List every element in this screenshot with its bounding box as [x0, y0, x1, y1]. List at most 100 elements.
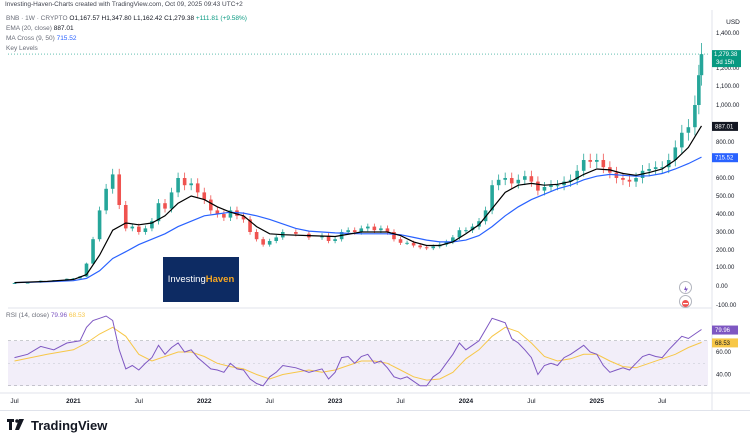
rsi-ma-value: 68.53 — [68, 312, 86, 319]
time-tick: Jul — [396, 398, 405, 405]
change-value: +111.81 (+9.58%) — [195, 15, 247, 22]
ohlc-legend: BNB · 1W · CRYPTO O1,167.57 H1,347.80 L1… — [6, 14, 247, 23]
candle-body — [366, 226, 370, 229]
candle-body — [137, 226, 141, 232]
time-tick: 2022 — [197, 398, 212, 405]
price-tick: 200.00 — [716, 248, 735, 254]
ema-value: 887.01 — [53, 25, 74, 32]
candle-body — [150, 221, 154, 229]
rsi-legend[interactable]: RSI (14, close) 79.96 68.53 — [6, 311, 85, 320]
investinghaven-logo: InvestingHaven — [163, 257, 239, 302]
flag-icon[interactable] — [679, 295, 692, 308]
candle-body — [529, 176, 534, 182]
time-tick: 2021 — [66, 398, 81, 405]
rsi-ma-value-text: 68.53 — [715, 341, 731, 347]
candle-body — [496, 179, 501, 186]
rsi-ma-value-tag — [712, 338, 738, 348]
candle-body — [680, 132, 684, 148]
candle-body — [457, 230, 462, 238]
rsi-value-tag — [712, 325, 738, 335]
price-chart[interactable]: USD -100.00 0.00 100.00 200.00 300.00 400.00 50… — [0, 0, 750, 410]
ema-label: EMA (20, close) — [6, 25, 52, 32]
open-value: O1,167.57 — [69, 15, 100, 22]
candle-body — [333, 239, 337, 241]
candle-body — [697, 75, 701, 105]
candle-body — [359, 228, 364, 232]
candle-body — [156, 203, 161, 222]
ema-price-tag — [712, 121, 738, 131]
price-tick: 600.00 — [716, 176, 735, 182]
ema-line — [14, 125, 703, 284]
candle-body — [464, 230, 468, 232]
ma-legend[interactable]: MA Cross (9, 50) 715.52 — [6, 34, 76, 43]
tradingview-wordmark: TradingView — [31, 418, 108, 433]
candle-body — [392, 232, 396, 240]
last-price-tag — [712, 50, 741, 68]
candle-body — [490, 185, 494, 211]
ma-value: 715.52 — [56, 35, 77, 42]
price-tick: 1,200.00 — [716, 66, 740, 72]
rsi-tick: 60.00 — [716, 350, 732, 356]
candle-body — [503, 178, 507, 180]
candle-body — [241, 215, 246, 220]
candle-body — [647, 169, 651, 171]
price-tick: 1,000.00 — [716, 103, 740, 109]
candle-body — [699, 54, 704, 76]
candle-body — [405, 242, 409, 244]
candle-body — [686, 127, 691, 133]
investinghaven-word-2: Haven — [205, 274, 235, 285]
candle-body — [379, 228, 383, 231]
currency-label: USD — [726, 19, 740, 26]
candle-body — [516, 179, 521, 184]
symbol-label: BNB · 1W · CRYPTO — [6, 15, 68, 22]
candle-body — [653, 167, 658, 169]
price-tick: 1,100.00 — [716, 84, 740, 90]
price-tick: 0.00 — [716, 284, 728, 290]
time-tick: Jul — [10, 398, 19, 405]
candle-body — [523, 176, 527, 180]
candle-body — [549, 185, 553, 187]
candle-body — [666, 160, 671, 168]
candle-body — [424, 247, 429, 249]
candle-body — [97, 210, 102, 240]
alert-icon[interactable] — [679, 281, 692, 294]
close-value: C1,279.38 — [164, 15, 195, 22]
candle-body — [673, 147, 678, 160]
candle-body — [202, 192, 207, 200]
key-levels-label: Key Levels — [6, 45, 38, 52]
time-tick: 2024 — [459, 398, 474, 405]
candle-body — [627, 179, 632, 182]
time-tick: 2025 — [590, 398, 605, 405]
candle-body — [352, 230, 357, 232]
ema-legend[interactable]: EMA (20, close) 887.01 — [6, 24, 74, 33]
candle-body — [372, 226, 377, 231]
price-tick: -100.00 — [716, 303, 737, 309]
price-tick: 300.00 — [716, 230, 735, 236]
candle-body — [91, 239, 95, 264]
candle-body — [104, 188, 108, 211]
candle-body — [588, 160, 593, 162]
key-levels-legend[interactable]: Key Levels — [6, 44, 38, 53]
candle-body — [84, 263, 89, 277]
candle-body — [634, 178, 638, 182]
candle-body — [431, 246, 436, 249]
candle-body — [12, 282, 17, 284]
chart-caption: Investing-Haven-Charts created with Trad… — [5, 1, 243, 8]
investinghaven-wordmark: InvestingHaven — [163, 274, 239, 285]
time-tick: Jul — [266, 398, 275, 405]
low-value: L1,162.42 — [133, 15, 163, 22]
tradingview-logo[interactable]: TradingView — [7, 418, 107, 433]
rsi-tick: 40.00 — [716, 373, 732, 379]
time-tick: 2023 — [328, 398, 343, 405]
price-tick: 100.00 — [716, 265, 735, 271]
candle-body — [693, 105, 697, 128]
candle-body — [222, 214, 226, 218]
candle-body — [294, 232, 298, 234]
candle-body — [163, 203, 167, 209]
candle-body — [176, 178, 180, 193]
rsi-value-text: 79.96 — [715, 328, 731, 334]
last-price-text: 1,279.38 — [714, 52, 738, 58]
ma-price-text: 715.52 — [715, 156, 734, 162]
candle-body — [418, 245, 422, 248]
candle-body — [274, 237, 279, 241]
